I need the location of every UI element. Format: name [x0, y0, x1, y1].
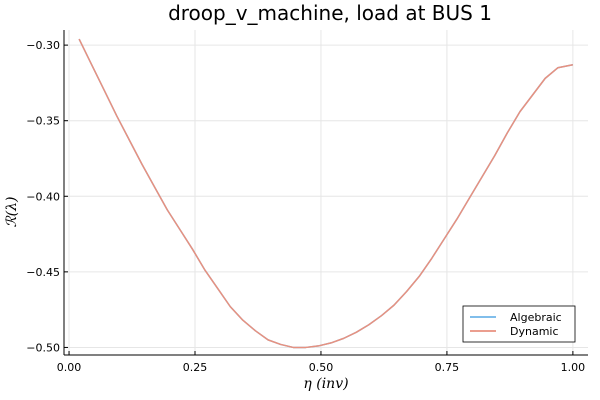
- legend-box: [462, 305, 576, 343]
- y-tick-label: −0.50: [26, 341, 60, 354]
- x-tick-label: 0.50: [309, 361, 334, 374]
- y-ticks: −0.50 −0.45 −0.40 −0.35 −0.30: [26, 39, 68, 354]
- y-tick-label: −0.35: [26, 115, 60, 128]
- x-tick-label: 0.00: [57, 361, 82, 374]
- x-ticks: 0.00 0.25 0.50 0.75 1.00: [57, 351, 585, 374]
- y-tick-label: −0.45: [26, 266, 60, 279]
- x-axis-label: η (inv): [303, 376, 348, 392]
- x-tick-label: 1.00: [561, 361, 586, 374]
- x-tick-label: 0.25: [183, 361, 208, 374]
- y-tick-label: −0.40: [26, 190, 60, 203]
- grid: [64, 30, 588, 355]
- y-axis-label: ℛ(λ): [4, 197, 20, 228]
- series-line-dynamic: [78, 38, 574, 349]
- axes: [63, 30, 588, 356]
- y-tick-label: −0.30: [26, 39, 60, 52]
- series-lines: [78, 38, 574, 349]
- chart-title: droop_v_machine, load at BUS 1: [168, 1, 492, 25]
- legend-label-algebraic: Algebraic: [510, 311, 562, 324]
- series-line-algebraic: [78, 38, 574, 349]
- x-tick-label: 0.75: [435, 361, 460, 374]
- legend-label-dynamic: Dynamic: [510, 325, 559, 338]
